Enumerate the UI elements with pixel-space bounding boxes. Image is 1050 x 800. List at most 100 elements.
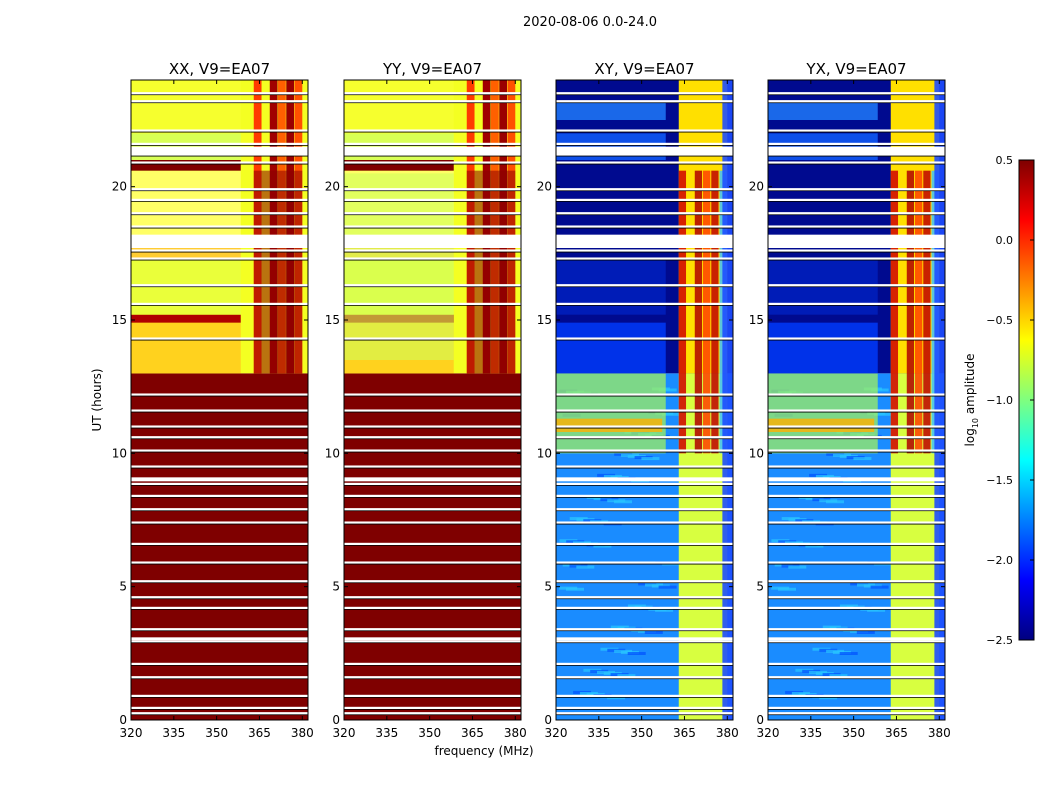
y-tick-label: 20 — [112, 180, 127, 194]
heatmap-noise — [662, 412, 680, 416]
heatmap-band-column — [678, 170, 687, 454]
heatmap-noise — [805, 544, 824, 548]
colorbar-tick-label: −1.0 — [986, 394, 1013, 407]
flagged-row — [556, 640, 733, 643]
flagged-block — [344, 637, 521, 640]
heatmap-noise — [627, 652, 646, 655]
flagged-block — [131, 146, 308, 155]
flagged-row — [768, 249, 945, 252]
heatmap-band — [131, 160, 241, 171]
heatmap-noise — [829, 674, 848, 678]
heatmap-noise — [826, 500, 844, 504]
colorbar-tick-label: −0.5 — [986, 314, 1013, 327]
heatmap-band — [556, 373, 666, 454]
flagged-row — [131, 494, 308, 498]
flagged-row — [556, 284, 733, 287]
y-tick-label: 10 — [749, 446, 764, 460]
flagged-row — [556, 393, 733, 396]
heatmap-band — [131, 322, 241, 374]
flagged-row — [344, 302, 521, 306]
panel-title: XY, V9=EA07 — [594, 60, 694, 78]
heatmap-image — [768, 80, 945, 720]
heatmap-band — [344, 160, 454, 171]
flagged-row — [344, 92, 521, 95]
flagged-row — [344, 198, 521, 202]
flagged-row — [768, 284, 945, 287]
axes-frame — [130, 79, 309, 721]
flagged-row — [344, 521, 521, 524]
flagged-row — [344, 561, 521, 564]
flagged-row — [344, 596, 521, 599]
flagged-row — [556, 425, 733, 428]
flagged-row — [344, 494, 521, 498]
heatmap-band-column — [711, 170, 719, 454]
flagged-row — [344, 640, 521, 643]
heatmap-noise — [655, 608, 674, 612]
y-tick-label: 10 — [537, 446, 552, 460]
flagged-row — [768, 712, 945, 715]
axes-frame — [343, 79, 522, 721]
flagged-row — [131, 425, 308, 428]
flagged-row — [131, 409, 308, 412]
heatmap-band-column — [722, 80, 733, 720]
axes-frame — [555, 79, 734, 721]
y-tick-label: 10 — [112, 446, 127, 460]
flagged-row — [768, 542, 945, 546]
flagged-row — [131, 257, 308, 260]
flagged-row — [556, 521, 733, 524]
flagged-row — [344, 482, 521, 486]
flagged-row — [131, 436, 308, 439]
flagged-row — [344, 409, 521, 412]
flagged-block — [344, 234, 521, 248]
heatmap-band-column — [923, 170, 931, 454]
flagged-row — [768, 257, 945, 260]
flagged-row — [768, 409, 945, 412]
flagged-row — [556, 561, 733, 564]
flagged-row — [344, 606, 521, 610]
x-tick-label: 350 — [630, 726, 653, 740]
heatmap-noise — [644, 630, 663, 634]
flagged-row — [344, 188, 521, 191]
flagged-row — [344, 542, 521, 546]
heatmap-noise — [839, 652, 858, 655]
colorbar-tick-label: 0.0 — [996, 234, 1014, 247]
flagged-row — [768, 188, 945, 191]
heatmap-noise — [614, 500, 632, 504]
flagged-row — [768, 212, 945, 215]
flagged-row — [556, 482, 733, 486]
flagged-row — [131, 302, 308, 306]
x-tick-label: 335 — [587, 726, 610, 740]
flagged-row — [344, 425, 521, 428]
colorbar-tick-label: −2.0 — [986, 554, 1013, 567]
y-tick-label: 15 — [537, 313, 552, 327]
heatmap-noise — [874, 412, 892, 416]
x-tick-label: 350 — [205, 726, 228, 740]
x-tick-label: 320 — [757, 726, 780, 740]
heatmap-noise — [576, 565, 595, 569]
flagged-row — [768, 92, 945, 95]
heatmap-noise — [658, 388, 677, 392]
x-tick-label: 350 — [842, 726, 865, 740]
flagged-row — [344, 212, 521, 215]
flagged-row — [131, 188, 308, 191]
flagged-row — [768, 161, 945, 164]
flagged-row — [344, 449, 521, 452]
y-tick-label: 5 — [756, 580, 764, 594]
flagged-row — [131, 694, 308, 698]
heatmap-band — [344, 173, 454, 360]
heatmap-noise — [853, 457, 872, 461]
flagged-row — [131, 712, 308, 715]
flagged-row — [768, 302, 945, 306]
flagged-row — [556, 198, 733, 202]
flagged-row — [768, 393, 945, 396]
panel-title: XX, V9=EA07 — [169, 60, 270, 78]
flagged-row — [131, 249, 308, 252]
x-tick-label: 320 — [545, 726, 568, 740]
heatmap-band — [768, 322, 878, 374]
panel-xy: XY, V9=EA07 320 335 350 365 380 0 5 10 15 20 — [537, 60, 739, 740]
flagged-row — [131, 706, 308, 710]
x-axis-label: frequency (MHz) — [434, 744, 533, 758]
flagged-row — [556, 508, 733, 511]
figure-suptitle: 2020-08-06 0.0-24.0 — [523, 15, 657, 30]
flagged-row — [344, 393, 521, 396]
